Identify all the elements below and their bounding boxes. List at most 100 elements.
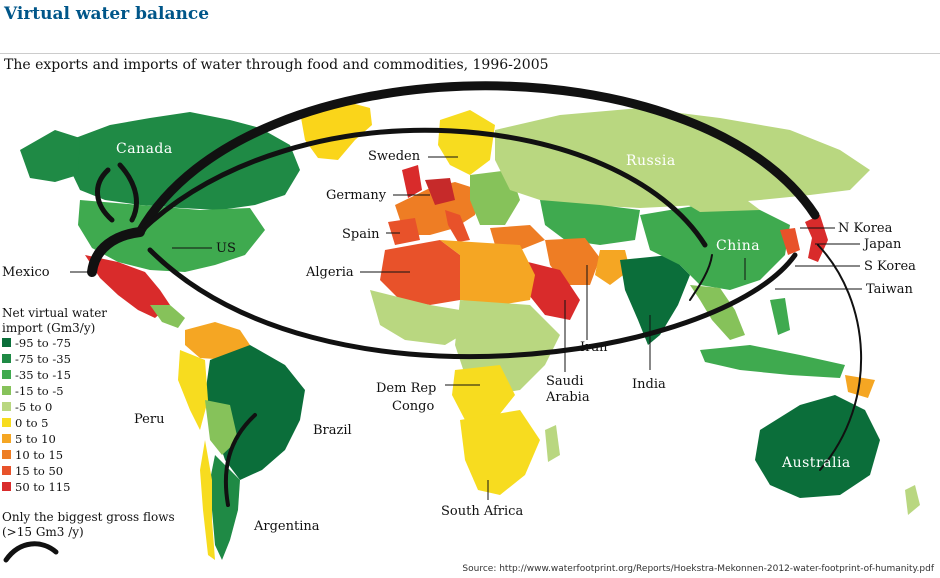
legend-swatch	[2, 466, 11, 475]
label-canada: Canada	[116, 141, 173, 157]
legend-item-label: 5 to 10	[15, 432, 56, 446]
australia-shape	[755, 395, 880, 498]
italy-shape	[445, 210, 470, 242]
philippines-shape	[770, 298, 790, 335]
legend: Net virtual water import (Gm3/y) -95 to …	[2, 306, 175, 563]
label-germany: Germany	[326, 188, 387, 203]
legend-item-label: -5 to 0	[15, 400, 52, 414]
indonesia-shape	[700, 345, 845, 378]
png-shape	[845, 375, 875, 398]
central-america-shape	[150, 305, 185, 328]
label-south-africa: South Africa	[441, 504, 523, 519]
legend-swatch	[2, 338, 11, 347]
legend-swatch	[2, 354, 11, 363]
legend-swatch	[2, 482, 11, 491]
label-drc-line1: Dem Rep	[376, 381, 436, 396]
label-argentina: Argentina	[253, 519, 320, 534]
southern-africa-shape	[460, 410, 540, 495]
north-africa-shape	[440, 240, 535, 305]
legend-flow-note-line2: (>15 Gm3 /y)	[2, 525, 84, 539]
legend-swatch	[2, 434, 11, 443]
mongolia-shape	[680, 195, 760, 212]
legend-swatch	[2, 402, 11, 411]
title-divider	[0, 53, 940, 54]
label-brazil: Brazil	[313, 423, 352, 438]
germany-shape	[425, 178, 455, 205]
world-map: Canada US Mexico Peru Brazil Argentina S…	[2, 81, 920, 563]
algeria-shape	[380, 240, 460, 305]
legend-items: -95 to -75 -75 to -35 -35 to -15 -15 to -5 -…	[2, 336, 71, 494]
label-spain: Spain	[342, 227, 380, 242]
peru-shape	[178, 350, 208, 430]
label-n-korea: N Korea	[838, 221, 893, 236]
legend-swatch	[2, 386, 11, 395]
legend-item-label: -75 to -35	[15, 352, 71, 366]
label-algeria: Algeria	[305, 265, 354, 280]
label-drc-line2: Congo	[392, 399, 434, 414]
flow-arc-us-canada	[117, 162, 139, 223]
legend-swatch	[2, 450, 11, 459]
bolivia-shape	[205, 400, 238, 455]
legend-item-label: 15 to 50	[15, 464, 63, 478]
label-s-korea: S Korea	[864, 259, 916, 274]
mexico-shape	[85, 255, 170, 318]
flow-arc-us-skorea	[147, 247, 798, 360]
pakistan-shape	[595, 250, 630, 285]
legend-item-label: 10 to 15	[15, 448, 63, 462]
us-shape	[78, 200, 265, 272]
legend-flow-note-line1: Only the biggest gross flows	[2, 510, 175, 524]
label-japan: Japan	[862, 237, 902, 252]
madagascar-shape	[545, 425, 560, 462]
label-saudi-line2: Arabia	[545, 390, 590, 405]
label-iran: Iran	[580, 340, 608, 355]
flow-arc-india-china	[689, 254, 713, 301]
congo-shape	[452, 365, 515, 420]
flow-arc-canada-us	[94, 167, 115, 223]
label-taiwan: Taiwan	[866, 282, 913, 297]
greenland-shape	[300, 100, 372, 160]
new-zealand-shape	[905, 485, 920, 515]
uk-shape	[402, 165, 422, 198]
legend-title-line2: import (Gm3/y)	[2, 321, 95, 335]
legend-swatch	[2, 418, 11, 427]
flow-arc-australia-japan	[817, 244, 863, 471]
legend-item-label: 0 to 5	[15, 416, 49, 430]
japan-shape	[805, 215, 828, 262]
label-mexico: Mexico	[2, 265, 50, 280]
india-shape	[620, 255, 690, 345]
label-sweden: Sweden	[368, 149, 421, 164]
page-subtitle: The exports and imports of water through…	[4, 57, 549, 73]
legend-item-label: -95 to -75	[15, 336, 71, 350]
north-south-america-shape	[185, 322, 250, 360]
russia-shape	[495, 108, 870, 208]
flow-arc-us-mexico	[87, 227, 145, 277]
source-note: Source: http://www.waterfootprint.org/Re…	[462, 564, 934, 574]
flow-arcs	[87, 81, 863, 507]
china-shape	[640, 205, 790, 290]
label-russia: Russia	[626, 153, 676, 169]
korea-shape	[780, 228, 800, 255]
west-africa-shape	[370, 290, 470, 345]
spain-shape	[388, 218, 420, 245]
label-us: US	[216, 241, 236, 256]
label-india: India	[632, 377, 666, 392]
alaska-shape	[20, 130, 80, 182]
chile-shape	[200, 440, 215, 560]
label-china: China	[716, 238, 760, 254]
turkey-shape	[490, 225, 545, 250]
legend-item-label: -15 to -5	[15, 384, 64, 398]
legend-title-line1: Net virtual water	[2, 306, 107, 320]
legend-flow-arc-sample	[3, 541, 59, 563]
central-asia-shape	[540, 200, 640, 245]
flow-arc-us-japan	[135, 81, 820, 237]
flow-arc-brazil-argentina	[223, 413, 257, 507]
flow-arc-us-china	[137, 127, 708, 248]
scandinavia-shape	[438, 110, 495, 175]
label-saudi-line1: Saudi	[546, 374, 584, 389]
label-peru: Peru	[134, 412, 164, 427]
argentina-shape	[210, 455, 240, 560]
legend-item-label: 50 to 115	[15, 480, 70, 494]
label-australia: Australia	[781, 455, 851, 471]
page-title: Virtual water balance	[4, 4, 210, 24]
legend-swatch	[2, 370, 11, 379]
